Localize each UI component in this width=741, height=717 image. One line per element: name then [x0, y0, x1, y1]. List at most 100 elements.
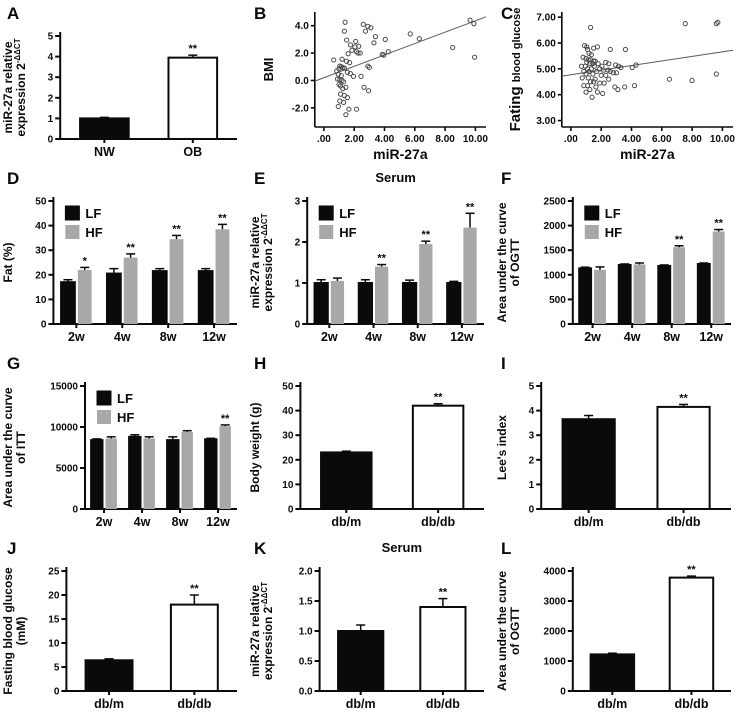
data-point — [594, 89, 601, 95]
scatter-points — [578, 19, 721, 100]
panel-b: B -2.0 0.0 2.0 4.0 .00 2.00 4.00 6.00 8.00 10.00 mi… — [247, 0, 494, 165]
x-category-label: 12w — [202, 330, 226, 344]
significance-marker: * — [83, 255, 88, 267]
y-tick-label: 10000 — [50, 423, 78, 434]
y-tick-label: 3 — [529, 431, 535, 442]
y-tick-label: 25 — [48, 567, 60, 578]
x-category-label: db/m — [574, 515, 604, 529]
legend: LF HF — [584, 205, 622, 240]
bar — [169, 239, 184, 324]
data-point — [357, 50, 363, 56]
data-point — [331, 57, 337, 63]
bars — [589, 575, 715, 695]
data-point — [607, 46, 613, 53]
bar — [712, 231, 725, 324]
panel-h: H 0 10 20 30 40 50 Body weight (g) db/m db/db ** — [247, 350, 494, 535]
y-tick-label: 1 — [295, 279, 301, 290]
chart-F: F 0 500 1000 1500 2000 2500 Area under the curv… — [495, 169, 731, 344]
data-point — [340, 99, 347, 105]
data-point — [598, 72, 604, 78]
x-category-label: db/db — [667, 515, 701, 529]
data-point — [335, 71, 341, 77]
bar — [151, 270, 168, 325]
data-point — [334, 76, 341, 82]
panel-letter: D — [7, 169, 19, 188]
data-point — [606, 76, 612, 82]
panel-letter: H — [254, 354, 266, 373]
bar — [357, 282, 373, 325]
y-tick-label: 2 — [295, 238, 301, 249]
y-tick-label: 3 — [48, 73, 54, 84]
bar — [197, 270, 214, 325]
data-point — [587, 57, 594, 63]
data-point — [580, 54, 586, 60]
y-tick-label: 2 — [48, 93, 54, 104]
significance-marker: ** — [221, 413, 230, 425]
data-point — [603, 59, 609, 65]
data-point — [371, 40, 377, 46]
trend-line — [314, 16, 487, 82]
y-axis-label: Lee's index — [495, 415, 509, 480]
data-point — [382, 36, 388, 42]
data-point — [606, 61, 612, 67]
data-point — [353, 106, 360, 112]
x-tick-label: 8.00 — [682, 134, 702, 145]
y-tick-label: 4 — [529, 406, 535, 417]
data-point — [471, 21, 477, 27]
data-point — [622, 46, 629, 53]
y-axis-label: of ITT — [14, 431, 28, 464]
x-category-label: 12w — [450, 330, 474, 344]
y-tick-label: 0 — [54, 687, 60, 698]
bars — [90, 424, 231, 513]
bars — [320, 402, 465, 513]
data-point — [597, 80, 603, 86]
data-point — [633, 62, 639, 68]
legend: LF HF — [64, 205, 103, 240]
data-point — [594, 68, 600, 75]
legend-label: HF — [339, 225, 356, 240]
x-category-label: 2w — [584, 330, 601, 344]
y-axis-label: Fasting blood glucose — [1, 567, 15, 695]
x-tick-label: 6.00 — [652, 134, 672, 145]
data-point — [349, 47, 355, 53]
bar — [411, 404, 465, 510]
bar — [657, 264, 672, 325]
bar — [167, 56, 219, 141]
x-tick-label: 10.00 — [463, 134, 488, 145]
y-tick-label: 1 — [48, 114, 54, 125]
y-axis-label: of OGTT — [508, 238, 522, 287]
data-point — [592, 58, 598, 64]
x-category-label: db/m — [346, 697, 376, 711]
bar — [633, 264, 646, 324]
bars — [561, 403, 711, 513]
x-category-label: 12w — [206, 515, 230, 529]
y-tick-label: 50 — [35, 197, 47, 208]
y-tick-label: 7.00 — [536, 13, 556, 24]
panel-letter: A — [7, 4, 19, 23]
data-point — [595, 61, 601, 67]
bar — [673, 247, 686, 324]
panel-d: D 0 10 20 30 40 50 Fat (%) 2w * 4w ** 8w ** 12w ** LF HF — [0, 165, 247, 350]
data-point — [594, 44, 601, 50]
data-point — [450, 44, 456, 51]
x-tick-label: 2.00 — [344, 134, 364, 145]
axes: 0 5 10 15 20 25 — [48, 567, 237, 698]
data-point — [407, 31, 413, 37]
y-tick-label: 2.0 — [299, 567, 313, 578]
y-tick-label: 40 — [282, 406, 294, 417]
x-category-label: 4w — [114, 330, 131, 344]
panel-e: E Serum 0 1 2 3 miR-27a relative expression 2-Δ… — [247, 165, 494, 350]
y-tick-label: 0.0 — [299, 687, 313, 698]
y-tick-label: 1.5 — [299, 597, 313, 608]
legend-label: LF — [85, 206, 101, 221]
y-tick-label: 3000 — [544, 597, 567, 608]
y-tick-label: 30 — [35, 246, 47, 257]
y-axis-label: miR-27a relative — [1, 41, 15, 133]
y-axis-label: miR-27a relative — [248, 216, 262, 308]
y-tick-label: 50 — [282, 382, 294, 393]
bars — [60, 223, 230, 328]
bars — [79, 54, 219, 143]
bar — [60, 281, 76, 325]
x-category-label: db/db — [426, 697, 460, 711]
panel-title: Serum — [375, 170, 415, 185]
